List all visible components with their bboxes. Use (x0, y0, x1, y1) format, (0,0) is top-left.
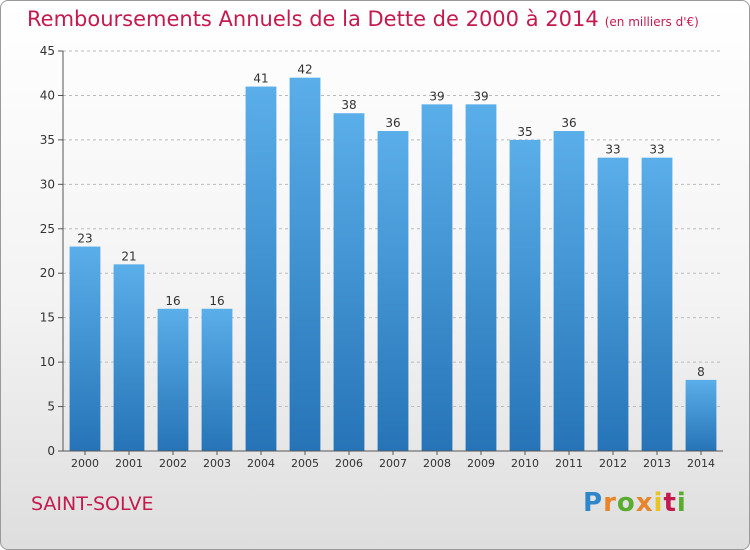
bar-2004 (245, 86, 277, 452)
bar-2012 (597, 157, 629, 451)
x-tick-label: 2013 (643, 457, 671, 470)
bars: 23 21 16 16 41 42 38 36 39 39 35 36 33 33 8 (69, 63, 717, 452)
bar-value-label: 39 (473, 89, 488, 103)
y-tick-label: 25 (40, 222, 55, 236)
bar-value-label: 23 (77, 232, 92, 246)
bar-2005 (289, 77, 321, 452)
bar-value-label: 16 (209, 294, 224, 308)
x-tick-label: 2009 (467, 457, 495, 470)
y-tick-label: 15 (40, 311, 55, 325)
chart-title-text: Remboursements Annuels de la Dette de 20… (27, 7, 599, 31)
logo-letter: i (653, 488, 664, 518)
bar-2006 (333, 113, 365, 451)
y-tick-label: 30 (40, 177, 55, 191)
x-axis: 2000 2001 2002 2003 2004 2005 2006 2007 2008 2009… (63, 450, 723, 470)
x-tick-label: 2008 (423, 457, 451, 470)
commune-name: SAINT-SOLVE (31, 493, 154, 515)
y-tick-label: 40 (40, 88, 55, 102)
logo-letter: i (676, 488, 687, 518)
bar-2008 (421, 104, 453, 451)
x-tick-label: 2004 (247, 457, 275, 470)
bar-2000 (69, 246, 101, 451)
chart-unit: (en milliers d'€) (604, 15, 699, 29)
logo-letter: o (616, 488, 636, 518)
bar-2011 (553, 131, 585, 451)
x-tick-label: 2011 (555, 457, 583, 470)
x-tick-label: 2006 (335, 457, 363, 470)
bar-value-label: 33 (605, 143, 620, 157)
x-tick-label: 2003 (203, 457, 231, 470)
bar-2002 (157, 308, 189, 451)
y-tick-label: 35 (40, 133, 55, 147)
logo-letter: t (663, 488, 677, 518)
x-tick-label: 2001 (115, 457, 143, 470)
proxiti-logo[interactable]: Proxiti (583, 488, 687, 518)
bar-2007 (377, 131, 409, 451)
bar-value-label: 8 (697, 365, 705, 379)
x-tick-label: 2014 (687, 457, 715, 470)
bar-2003 (201, 308, 233, 451)
bar-2010 (509, 139, 541, 451)
bar-value-label: 41 (253, 72, 268, 86)
bar-value-label: 21 (121, 249, 136, 263)
x-tick-label: 2002 (159, 457, 187, 470)
x-tick-label: 2005 (291, 457, 319, 470)
y-tick-label: 5 (47, 400, 55, 414)
logo-letter: r (603, 488, 617, 518)
y-tick-label: 0 (47, 444, 55, 458)
bar-value-label: 33 (649, 143, 664, 157)
y-tick-label: 45 (40, 44, 55, 58)
bar-value-label: 38 (341, 98, 356, 112)
x-tick-label: 2000 (71, 457, 99, 470)
x-tick-label: 2012 (599, 457, 627, 470)
y-tick-label: 10 (40, 355, 55, 369)
bar-2013 (641, 157, 673, 451)
bar-value-label: 16 (165, 294, 180, 308)
bar-value-label: 39 (429, 89, 444, 103)
bar-2001 (113, 264, 145, 451)
chart-title: Remboursements Annuels de la Dette de 20… (27, 7, 699, 31)
bar-value-label: 36 (385, 116, 400, 130)
bar-2014 (685, 379, 717, 451)
x-tick-label: 2007 (379, 457, 407, 470)
y-axis: 0 5 10 15 20 25 30 35 40 45 (40, 44, 64, 458)
bar-value-label: 35 (517, 125, 532, 139)
bar-value-label: 36 (561, 116, 576, 130)
y-tick-label: 20 (40, 266, 55, 280)
bar-value-label: 42 (297, 63, 312, 77)
logo-letter: P (583, 488, 604, 518)
logo-letter: x (635, 488, 654, 518)
bar-2009 (465, 104, 497, 451)
x-tick-label: 2010 (511, 457, 539, 470)
